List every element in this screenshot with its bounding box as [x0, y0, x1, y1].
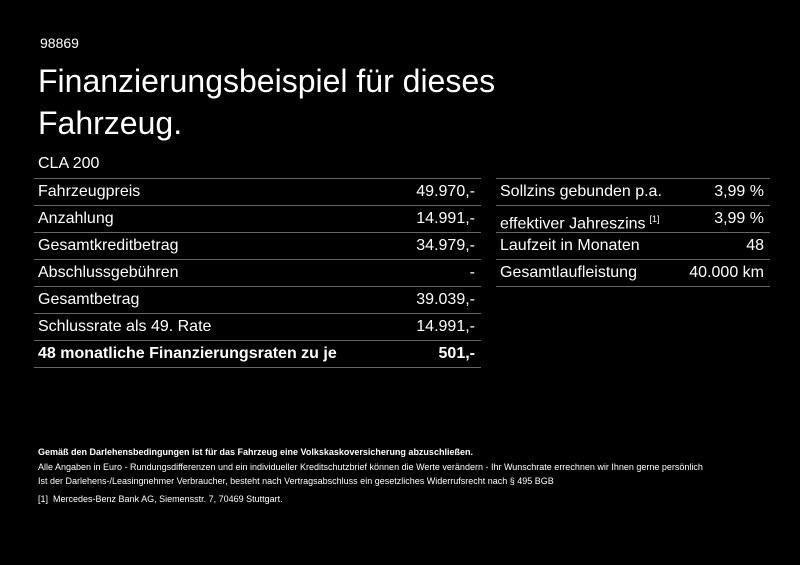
- right-table: Sollzins gebunden p.a. 3,99 % effektiver J…: [496, 178, 770, 287]
- row-value: 14.991,-: [416, 318, 475, 335]
- table-row: 48 monatliche Finanzierungsraten zu je 50…: [34, 341, 481, 368]
- notice: Gemäß den Darlehensbedingungen ist für d…: [38, 447, 473, 457]
- row-value: 40.000 km: [689, 264, 764, 281]
- footnote-text: Mercedes-Benz Bank AG, Siemensstr. 7, 70…: [53, 494, 283, 504]
- title: Finanzierungsbeispiel für dieses Fahrzeu…: [38, 63, 496, 141]
- table-row: effektiver Jahreszins [1] 3,99 %: [496, 206, 770, 233]
- row-value: 14.991,-: [416, 210, 475, 227]
- row-label: Schlussrate als 49. Rate: [38, 318, 212, 335]
- table-row: Gesamtlaufleistung 40.000 km: [496, 260, 770, 287]
- model: CLA 200: [38, 155, 100, 172]
- row-label: Anzahlung: [38, 210, 114, 227]
- row-label: Gesamtbetrag: [38, 291, 140, 308]
- row-label: Gesamtlaufleistung: [500, 264, 637, 281]
- table-row: Schlussrate als 49. Rate 14.991,-: [34, 314, 481, 341]
- footnote-ref: [1]: [649, 214, 660, 224]
- table-row: Gesamtbetrag 39.039,-: [34, 287, 481, 314]
- row-value: 48: [746, 237, 764, 254]
- row-value: 501,-: [438, 345, 475, 362]
- row-value: 39.039,-: [416, 291, 475, 308]
- table-row: Laufzeit in Monaten 48: [496, 233, 770, 260]
- row-value: 49.970,-: [416, 183, 475, 200]
- table-row: Sollzins gebunden p.a. 3,99 %: [496, 179, 770, 206]
- row-value: 3,99 %: [714, 183, 764, 200]
- table-row: Fahrzeugpreis 49.970,-: [34, 179, 481, 206]
- row-value: 3,99 %: [714, 210, 764, 227]
- row-label: Gesamtkreditbetrag: [38, 237, 179, 254]
- legal-line: Alle Angaben in Euro - Rundungsdifferenz…: [38, 462, 703, 472]
- row-label: 48 monatliche Finanzierungsraten zu je: [38, 345, 337, 362]
- row-value: -: [469, 264, 475, 281]
- legal-line: Ist der Darlehens-/Leasingnehmer Verbrau…: [38, 476, 554, 486]
- table-row: Abschlussgebühren -: [34, 260, 481, 287]
- row-label: Abschlussgebühren: [38, 264, 179, 281]
- footnote-mark: [1]: [38, 494, 49, 504]
- row-label: Sollzins gebunden p.a.: [500, 183, 662, 200]
- table-row: Gesamtkreditbetrag 34.979,-: [34, 233, 481, 260]
- row-label: effektiver Jahreszins [1]: [500, 214, 660, 233]
- code: 98869: [40, 35, 79, 51]
- left-table: Fahrzeugpreis 49.970,- Anzahlung 14.991,- Ge…: [34, 178, 481, 368]
- table-row: Anzahlung 14.991,-: [34, 206, 481, 233]
- row-label: Fahrzeugpreis: [38, 183, 141, 200]
- row-value: 34.979,-: [416, 237, 475, 254]
- row-label: Laufzeit in Monaten: [500, 237, 640, 254]
